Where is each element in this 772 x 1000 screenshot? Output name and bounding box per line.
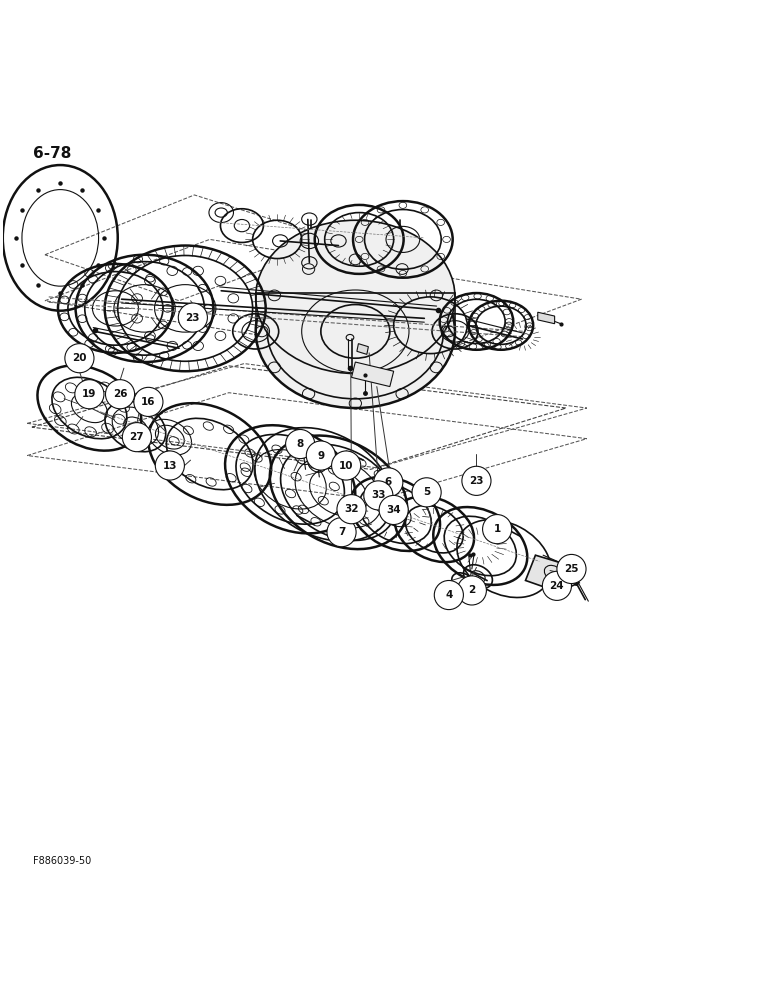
Polygon shape (538, 312, 554, 324)
Text: 6: 6 (384, 477, 392, 487)
Circle shape (435, 580, 463, 610)
Ellipse shape (256, 255, 455, 408)
Text: 8: 8 (296, 439, 304, 449)
Text: 34: 34 (386, 505, 401, 515)
Circle shape (462, 466, 491, 495)
Circle shape (557, 554, 586, 584)
Text: 5: 5 (423, 487, 430, 497)
Text: F886039-50: F886039-50 (33, 856, 92, 866)
Ellipse shape (256, 220, 455, 374)
Circle shape (412, 478, 441, 507)
Circle shape (364, 481, 393, 510)
Text: 10: 10 (339, 461, 354, 471)
Circle shape (75, 380, 104, 409)
Text: 27: 27 (130, 432, 144, 442)
Circle shape (457, 576, 486, 605)
Circle shape (543, 571, 571, 600)
Text: 25: 25 (564, 564, 579, 574)
Circle shape (306, 441, 335, 470)
Polygon shape (351, 362, 394, 387)
Circle shape (122, 423, 151, 452)
Text: 32: 32 (344, 504, 359, 514)
Text: 20: 20 (72, 353, 86, 363)
Circle shape (332, 451, 361, 480)
Text: 4: 4 (445, 590, 452, 600)
Text: 26: 26 (113, 389, 127, 399)
Circle shape (65, 344, 94, 373)
Text: 2: 2 (468, 585, 476, 595)
Text: 19: 19 (82, 389, 96, 399)
Circle shape (178, 303, 208, 332)
Circle shape (134, 387, 163, 416)
Polygon shape (357, 344, 368, 354)
Circle shape (379, 495, 408, 525)
Polygon shape (526, 555, 579, 592)
Circle shape (482, 515, 512, 544)
Circle shape (106, 380, 134, 409)
Text: 23: 23 (185, 313, 200, 323)
Text: 23: 23 (469, 476, 484, 486)
Text: 16: 16 (141, 397, 156, 407)
Circle shape (337, 495, 366, 524)
Text: 13: 13 (163, 461, 177, 471)
Text: 1: 1 (493, 524, 501, 534)
Circle shape (327, 518, 356, 547)
Text: 33: 33 (371, 490, 385, 500)
Text: 7: 7 (338, 527, 345, 537)
Text: 6-78: 6-78 (33, 146, 72, 161)
Text: 9: 9 (317, 451, 324, 461)
Text: 24: 24 (550, 581, 564, 591)
Circle shape (374, 468, 403, 497)
Circle shape (155, 451, 185, 480)
Circle shape (286, 429, 315, 459)
